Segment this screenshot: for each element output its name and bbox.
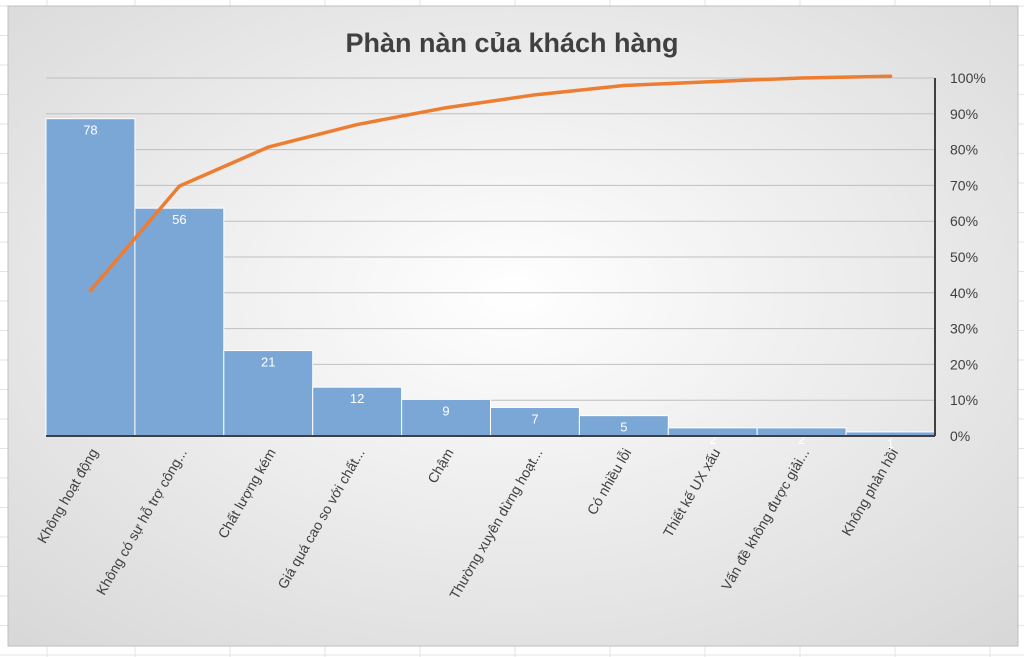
bar[interactable] [223, 350, 314, 437]
bar-value-label: 12 [350, 391, 364, 406]
secondary-y-axis-tick-labels: 0% 10% 20% 30% 40% 50% 60% 70% 80% 90% 100% [950, 70, 986, 444]
y2-tick-label: 80% [950, 142, 978, 158]
bar[interactable] [312, 386, 403, 437]
y2-tick-label: 90% [950, 106, 978, 122]
y2-tick-label: 20% [950, 356, 978, 372]
y2-tick-label: 0% [950, 428, 970, 444]
bar-value-label: 5 [620, 420, 627, 435]
bar-value-label: 2 [709, 432, 716, 447]
cumulative-line-series [88, 74, 893, 293]
y2-tick-label: 10% [950, 392, 978, 408]
bar-value-label: 78 [83, 123, 97, 138]
y2-tick-label: 50% [950, 249, 978, 265]
cumulative-percentage-line[interactable] [88, 74, 893, 293]
bar-value-label: 1 [887, 436, 894, 451]
bar-value-label: 2 [798, 432, 805, 447]
bar[interactable] [134, 207, 225, 437]
chart-title: Phàn nàn của khách hàng [345, 28, 678, 58]
bar-series [45, 118, 936, 437]
y2-tick-label: 70% [950, 177, 978, 193]
bar-value-label: 7 [531, 412, 538, 427]
y2-tick-label: 60% [950, 213, 978, 229]
y2-tick-label: 100% [950, 70, 986, 86]
y2-tick-label: 30% [950, 321, 978, 337]
bar-value-label: 9 [442, 403, 449, 418]
y2-tick-label: 40% [950, 285, 978, 301]
bar[interactable] [45, 118, 136, 437]
bar-value-label: 21 [261, 355, 275, 370]
bar-value-label: 56 [172, 212, 186, 227]
axes [46, 78, 936, 437]
